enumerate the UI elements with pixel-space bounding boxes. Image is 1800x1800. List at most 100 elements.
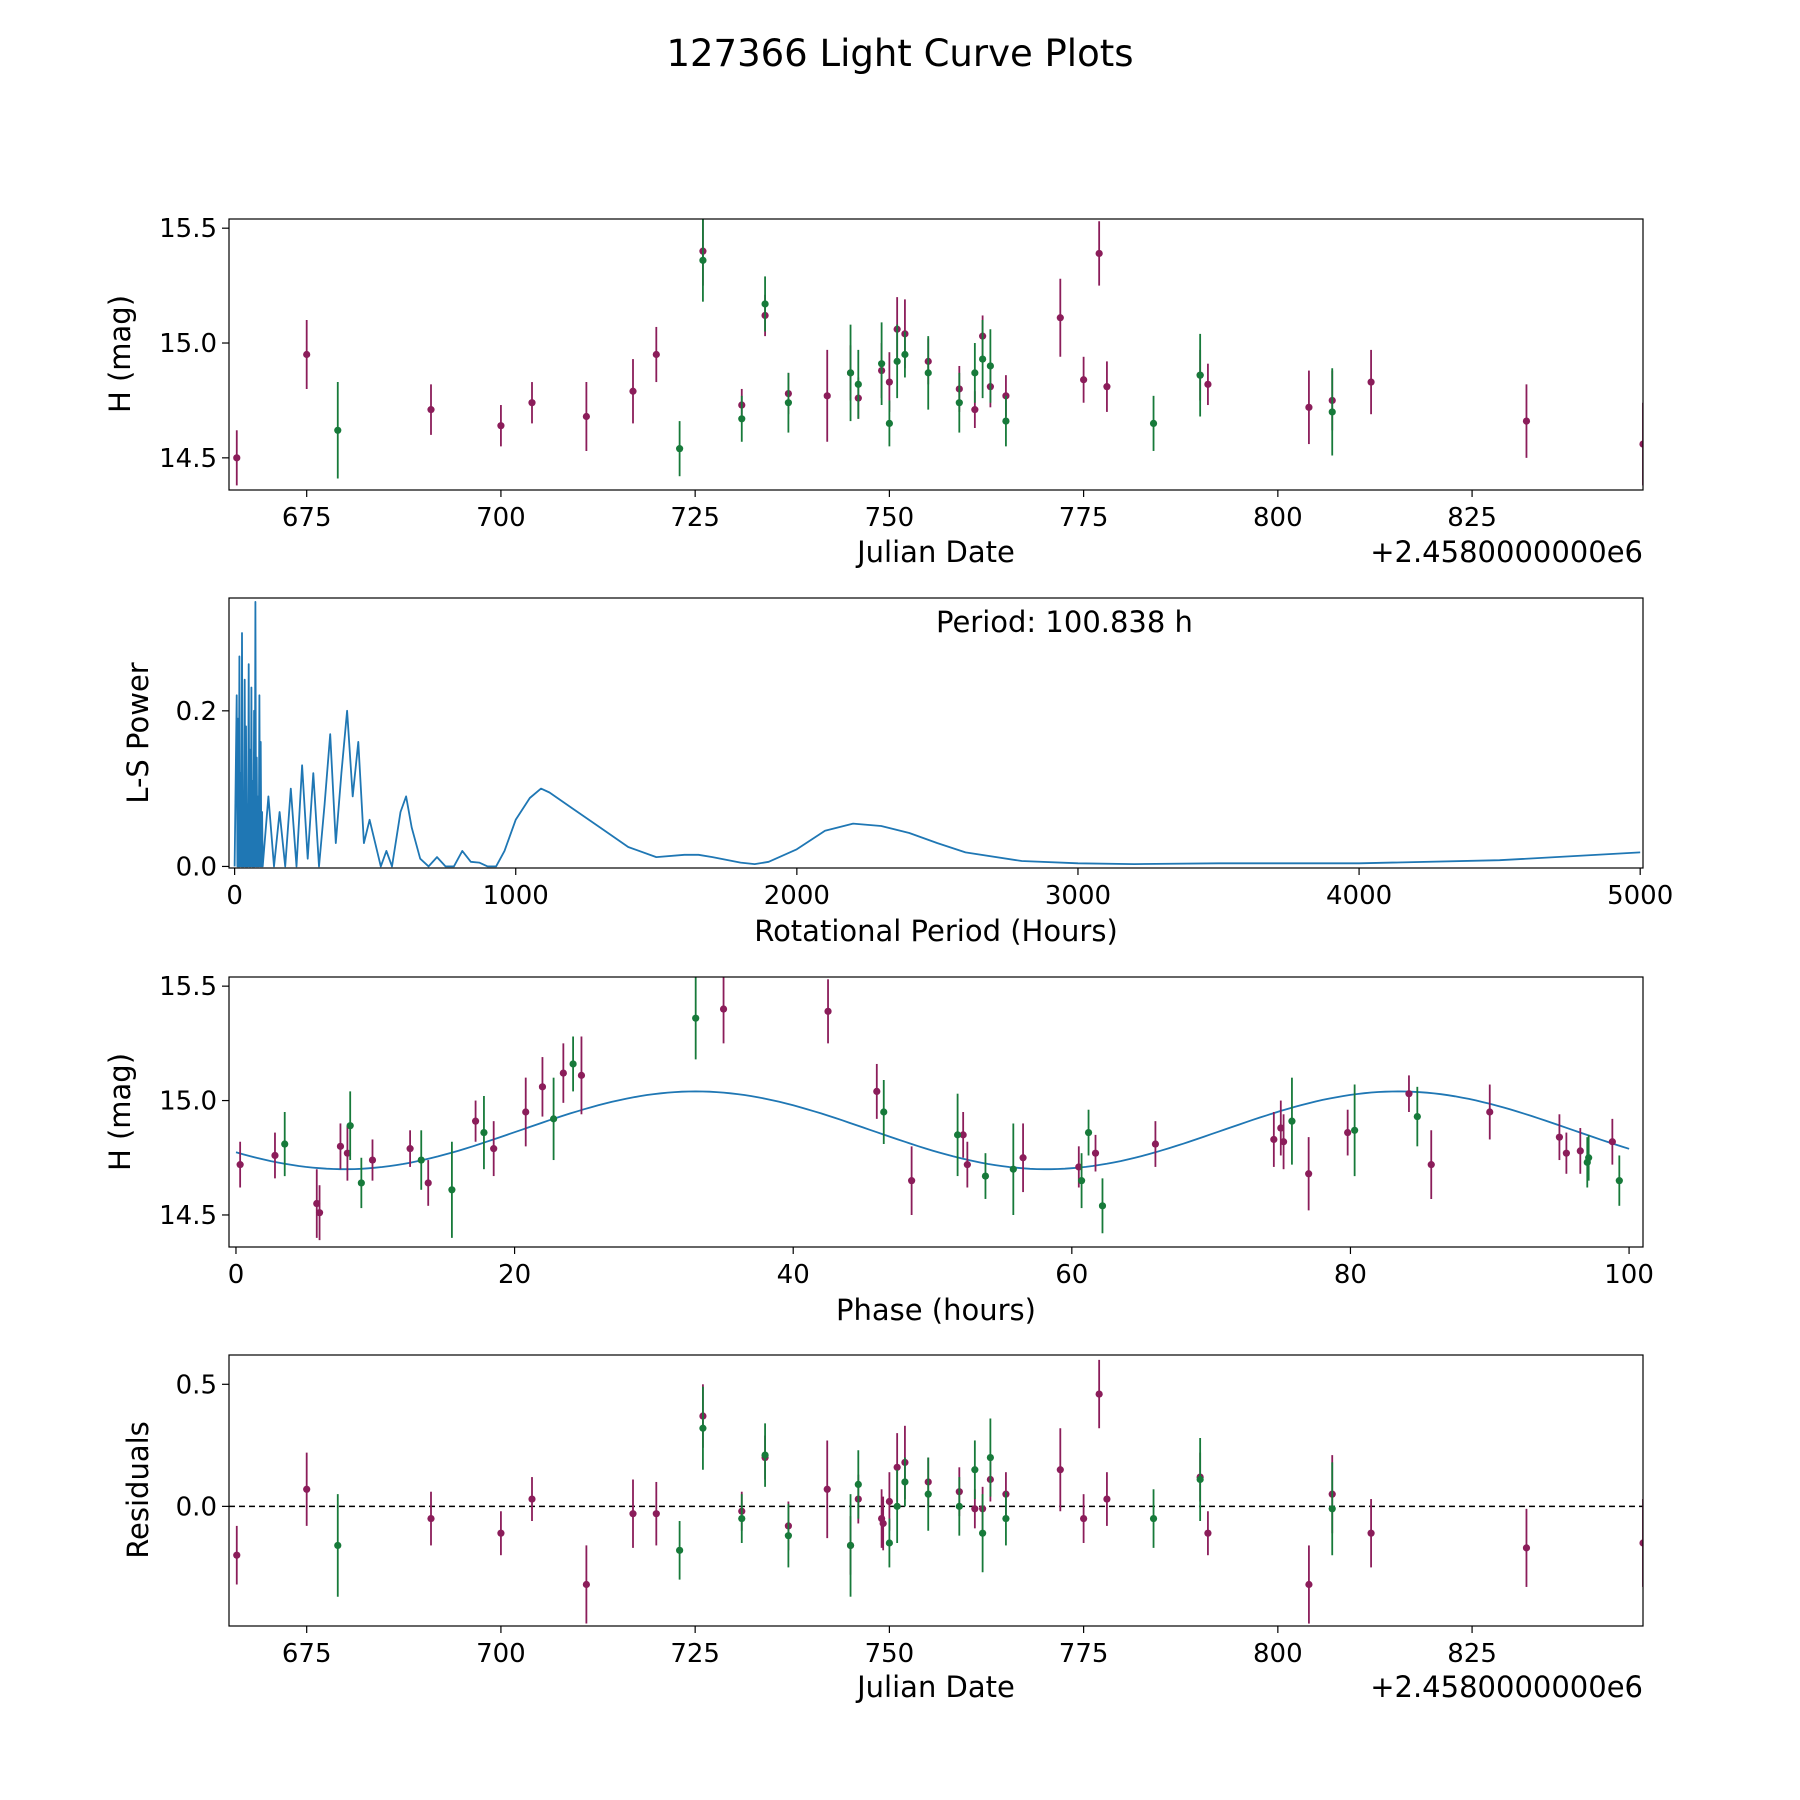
data-point — [1002, 1514, 1010, 1523]
data-point — [901, 1478, 909, 1486]
x-tick-label: 675 — [282, 503, 332, 533]
data-point — [334, 1541, 342, 1550]
data-point — [528, 399, 536, 407]
data-point — [738, 1514, 746, 1523]
data-point — [979, 1529, 987, 1537]
data-point — [1305, 1170, 1313, 1178]
data-point — [490, 1145, 498, 1153]
y-tick-label: 14.5 — [159, 1201, 217, 1231]
data-point — [893, 1502, 901, 1510]
phased-xlabel: Phase (hours) — [836, 1293, 1036, 1327]
data-point — [1328, 1505, 1336, 1513]
data-point — [652, 350, 660, 359]
data-point — [823, 1485, 831, 1493]
x-tick-label: 0 — [226, 881, 243, 911]
x-tick-label: 0 — [228, 1260, 245, 1290]
x-tick-label: 775 — [1059, 1639, 1109, 1669]
fit-curve — [235, 1090, 1630, 1171]
x-tick-label: 700 — [476, 503, 526, 533]
y-tick-label: 15.0 — [159, 1087, 217, 1117]
data-point — [233, 454, 241, 462]
data-point — [1405, 1090, 1413, 1098]
lightcurve-marks — [233, 219, 1643, 486]
x-tick-label: 750 — [865, 503, 915, 533]
data-point — [1562, 1149, 1570, 1157]
data-point — [1080, 376, 1088, 384]
figure-title: 127366 Light Curve Plots — [666, 32, 1133, 75]
data-point — [959, 1131, 967, 1139]
lightcurve-plot-frame — [228, 218, 1644, 491]
data-point — [924, 369, 932, 377]
y-tick-label: 15.5 — [159, 972, 217, 1002]
residuals-ylabel: Residuals — [121, 1421, 155, 1559]
data-point — [908, 1177, 916, 1185]
data-point — [1056, 1466, 1064, 1474]
data-point — [1098, 1202, 1107, 1210]
data-point — [1305, 403, 1313, 411]
data-point — [313, 1199, 321, 1208]
data-point — [1204, 380, 1212, 388]
data-point — [1639, 440, 1643, 448]
data-point — [1196, 371, 1204, 379]
data-point — [1080, 1514, 1088, 1523]
data-point — [1095, 249, 1103, 258]
phased-ylabel: H (mag) — [103, 1053, 137, 1171]
data-point — [424, 1179, 432, 1187]
data-point — [1576, 1147, 1584, 1155]
data-point — [1522, 417, 1531, 425]
data-point — [577, 1071, 586, 1079]
residuals-marks — [229, 1359, 1643, 1624]
data-point — [538, 1083, 547, 1091]
data-point — [971, 1466, 979, 1474]
x-tick-label: 725 — [670, 1639, 720, 1669]
data-point — [893, 357, 901, 365]
data-point — [885, 1497, 893, 1506]
data-point — [1009, 1165, 1017, 1173]
data-point — [1367, 378, 1375, 386]
data-point — [1151, 1140, 1160, 1148]
data-point — [417, 1156, 425, 1164]
data-point — [368, 1156, 377, 1164]
data-point — [854, 380, 862, 388]
data-point — [953, 1131, 962, 1139]
x-tick-label: 20 — [498, 1260, 531, 1290]
data-point — [629, 1510, 637, 1518]
data-point — [854, 1480, 862, 1488]
data-point — [497, 1529, 505, 1537]
data-point — [699, 1424, 707, 1432]
data-point — [1270, 1135, 1278, 1144]
y-tick-label: 0.2 — [176, 697, 217, 727]
data-point — [1413, 1112, 1421, 1121]
data-point — [1351, 1126, 1359, 1134]
data-point — [986, 362, 994, 370]
data-point — [824, 1007, 832, 1015]
data-point — [343, 1149, 352, 1157]
data-point — [1019, 1154, 1027, 1162]
lightcurve-panel: 675 700 725 750 775 800 825 14.5 15.0 15.5 Julian… — [103, 214, 1644, 569]
data-point — [692, 1014, 700, 1022]
data-point — [971, 369, 979, 377]
data-point — [1056, 314, 1064, 322]
data-point — [236, 1161, 244, 1169]
phased-marks — [235, 977, 1630, 1241]
data-point — [1196, 1475, 1204, 1484]
data-point — [357, 1179, 365, 1187]
data-point — [336, 1142, 345, 1150]
data-point — [880, 1108, 888, 1116]
x-tick-label: 2000 — [764, 881, 830, 911]
data-point — [1084, 1128, 1093, 1137]
data-point — [346, 1122, 354, 1130]
y-tick-label: 14.5 — [159, 444, 217, 474]
x-tick-label: 750 — [865, 1639, 915, 1669]
data-point — [1091, 1149, 1100, 1157]
x-tick-label: 825 — [1447, 1639, 1497, 1669]
data-point — [885, 378, 893, 386]
periodogram-plot-frame — [228, 597, 1644, 869]
data-point — [738, 415, 746, 423]
data-point — [1522, 1544, 1531, 1552]
data-point — [981, 1172, 990, 1180]
data-point — [971, 406, 979, 414]
data-point — [924, 1490, 932, 1498]
data-point — [676, 1546, 684, 1554]
